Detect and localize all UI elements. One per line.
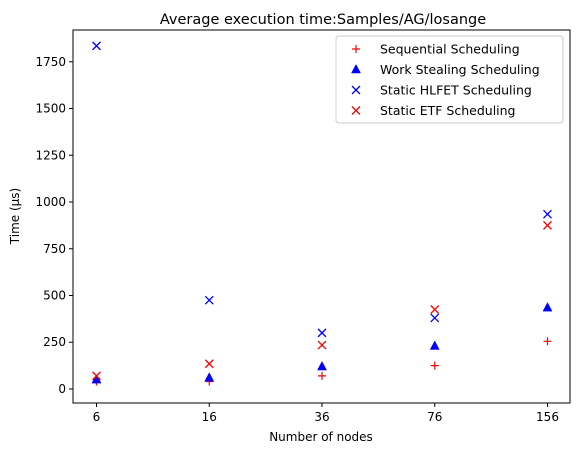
data-point <box>543 209 552 219</box>
data-point <box>204 295 214 305</box>
legend-marker <box>351 63 361 74</box>
x-axis: 6 16 36 76 156 <box>93 403 559 424</box>
y-tick-label: 1250 <box>35 148 66 162</box>
x-axis-label: Number of nodes <box>269 430 373 444</box>
data-point <box>317 328 327 338</box>
y-tick-label: 0 <box>58 382 66 396</box>
data-point <box>543 337 552 346</box>
y-tick-label: 1500 <box>35 102 66 116</box>
x-tick-label: 156 <box>536 410 559 424</box>
data-point <box>429 340 440 350</box>
data-point <box>204 372 215 382</box>
y-tick-label: 500 <box>43 288 66 302</box>
legend-marker <box>352 45 360 53</box>
data-point <box>317 340 327 350</box>
x-tick-label: 36 <box>314 410 329 424</box>
data-point <box>542 302 553 312</box>
x-tick-label: 6 <box>93 410 101 424</box>
legend-box <box>335 35 564 124</box>
y-tick-label: 750 <box>43 242 66 256</box>
legend-label: Work Stealing Scheduling <box>380 62 540 77</box>
data-point <box>317 361 327 371</box>
y-axis: 0 250 500 750 1000 1250 1500 1750 <box>35 55 73 396</box>
data-point <box>430 361 439 370</box>
data-point <box>318 371 326 380</box>
y-tick-label: 1750 <box>35 55 66 69</box>
x-tick-label: 16 <box>202 410 217 424</box>
legend: Sequential Scheduling Work Stealing Sched… <box>335 35 564 124</box>
chart-title: Average execution time:Samples/AG/losang… <box>160 12 486 28</box>
y-tick-label: 250 <box>43 335 66 349</box>
plot-frame <box>72 29 571 404</box>
data-points <box>91 41 553 386</box>
data-point <box>543 220 552 230</box>
y-axis-label: Time (µs) <box>8 188 22 245</box>
legend-marker <box>351 85 361 95</box>
data-point <box>430 305 440 314</box>
data-point <box>92 41 101 51</box>
legend-label: Static HLFET Scheduling <box>380 83 532 98</box>
x-tick-label: 76 <box>427 410 442 424</box>
legend-label: Static ETF Scheduling <box>380 103 516 118</box>
data-point <box>430 313 440 323</box>
y-tick-label: 1000 <box>35 195 66 209</box>
data-point <box>204 359 214 369</box>
legend-marker <box>351 106 361 115</box>
legend-label: Sequential Scheduling <box>380 42 520 57</box>
data-point <box>92 371 101 381</box>
